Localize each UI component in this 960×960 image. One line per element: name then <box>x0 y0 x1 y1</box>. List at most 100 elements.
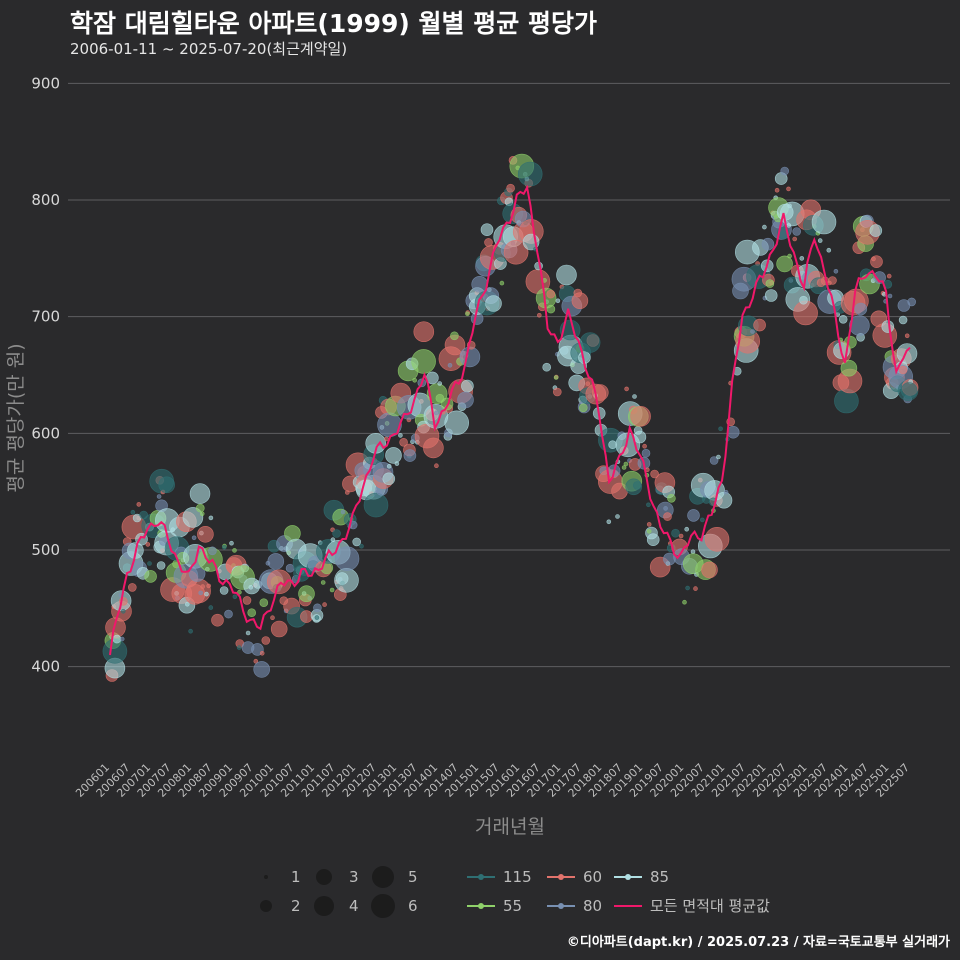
series-legend-label: 60 <box>583 868 602 886</box>
series-legend-label: 모든 면적대 평균값 <box>650 897 770 915</box>
scatter-point-55 <box>450 331 459 341</box>
size-legend-label: 3 <box>349 868 359 886</box>
scatter-point-60 <box>259 650 265 656</box>
scatter-point-60 <box>536 312 542 318</box>
scatter-point-85 <box>219 586 229 595</box>
scatter-point-80 <box>849 315 870 336</box>
scatter-point-55 <box>320 580 326 585</box>
scatter-point-55 <box>435 393 445 403</box>
scatter-point-60 <box>136 502 142 507</box>
scatter-point-60 <box>145 542 151 547</box>
series-legend-label: 85 <box>650 868 669 886</box>
scatter-point-80 <box>340 509 346 515</box>
scatter-point-55 <box>621 465 627 470</box>
scatter-point-80 <box>459 346 481 368</box>
series-legend-label: 55 <box>503 897 522 915</box>
scatter-point-60 <box>646 522 652 527</box>
scatter-point-55 <box>199 511 205 517</box>
scatter-point-85 <box>690 549 696 555</box>
scatter-point-60 <box>585 381 591 387</box>
series-legend-dot <box>558 874 564 880</box>
scatter-point-115 <box>188 628 193 634</box>
scatter-point-55 <box>247 608 256 618</box>
scatter-point-80 <box>313 603 322 613</box>
scatter-point-85 <box>881 320 895 333</box>
scatter-point-60 <box>704 526 730 552</box>
scatter-point-85 <box>799 295 808 305</box>
scatter-point-85 <box>189 483 211 504</box>
y-axis-title: 평균 평당가(만 원) <box>5 343 27 492</box>
scatter-point-80 <box>403 449 417 462</box>
scatter-point-60 <box>624 386 629 392</box>
scatter-point-85 <box>762 224 767 230</box>
scatter-point-85 <box>112 634 122 644</box>
scatter-point-60 <box>503 239 529 265</box>
scatter-point-85 <box>817 238 823 243</box>
scatter-point-60 <box>413 321 435 343</box>
scatter-point-60 <box>650 469 659 479</box>
scatter-point-60 <box>701 561 718 579</box>
scatter-point-60 <box>774 187 780 193</box>
size-legend-circle <box>314 896 334 916</box>
scatter-point-80 <box>663 506 668 511</box>
scatter-point-60 <box>546 289 556 299</box>
size-legend: 1 2 3 4 5 6 <box>260 866 418 918</box>
scatter-point-60 <box>571 292 589 310</box>
scatter-point-115 <box>208 605 214 610</box>
size-legend-circle <box>371 894 395 918</box>
scatter-point-115 <box>222 544 227 550</box>
scatter-point-55 <box>196 503 205 513</box>
scatter-point-85 <box>764 289 778 302</box>
scatter-point-115 <box>671 528 680 538</box>
x-tick-labels: 2006012006072007012007072008012008072009… <box>73 761 912 800</box>
scatter-point-60 <box>399 437 408 447</box>
scatter-point-60 <box>197 525 214 543</box>
scatter-point-85 <box>394 461 400 466</box>
size-legend-label: 6 <box>408 897 418 915</box>
scatter-point-85 <box>608 440 617 450</box>
scatter-point-85 <box>437 381 443 386</box>
scatter-point-60 <box>642 443 647 449</box>
scatter-point-80 <box>792 227 802 236</box>
scatter-point-60 <box>322 602 327 607</box>
scatter-point-115 <box>158 476 175 494</box>
scatter-point-115 <box>579 332 601 353</box>
scatter-point-55 <box>465 311 470 317</box>
size-legend-label: 5 <box>408 868 418 886</box>
scatter-point-85 <box>385 447 402 464</box>
scatter-point-55 <box>765 279 775 288</box>
scatter-point-85 <box>811 209 837 235</box>
scatter-point-80 <box>253 661 271 678</box>
scatter-point-60 <box>753 318 766 332</box>
scatter-point-85 <box>444 410 470 436</box>
scatter-point-85 <box>896 343 918 364</box>
scatter-point-55 <box>499 280 505 286</box>
scatter-point-85 <box>898 315 908 325</box>
scatter-point-55 <box>844 335 857 349</box>
series-legend-label: 115 <box>503 868 532 886</box>
scatter-point-115 <box>121 608 126 614</box>
x-axis-title: 거래년월 <box>475 816 545 838</box>
scatter-point-85 <box>386 463 392 469</box>
scatter-point-115 <box>632 481 642 490</box>
scatter-point-80 <box>709 456 719 465</box>
scatter-point-60 <box>663 512 672 521</box>
scatter-point-85 <box>869 224 883 237</box>
scatter-point-115 <box>900 382 918 399</box>
scatter-point-80 <box>780 166 790 176</box>
scatter-point-60 <box>242 596 252 605</box>
scatter-point-115 <box>332 529 341 538</box>
scatter-point-85 <box>555 298 561 304</box>
scatter-point-85 <box>799 256 805 261</box>
size-legend-circle <box>264 875 268 879</box>
y-tick-label: 700 <box>31 308 60 326</box>
scatter-point-60 <box>904 333 910 339</box>
scatter-point-80 <box>750 329 755 334</box>
scatter-point-60 <box>423 437 444 459</box>
scatter-point-85 <box>398 433 403 438</box>
scatter-point-85 <box>185 601 190 607</box>
scatter-point-55 <box>667 493 676 503</box>
series-legend-dot <box>478 903 484 909</box>
scatter-point-115 <box>685 585 690 591</box>
scatter-point-60 <box>552 387 562 397</box>
